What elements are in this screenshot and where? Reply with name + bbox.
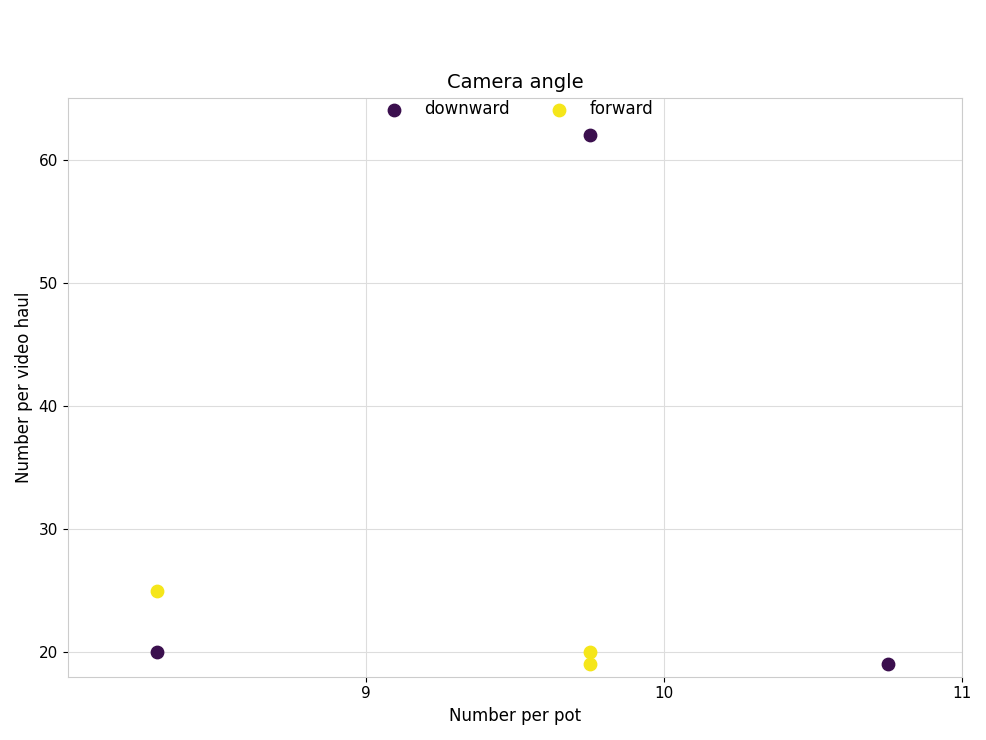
Legend: downward, forward: downward, forward [370, 66, 659, 125]
forward [581, 646, 597, 658]
forward [149, 585, 165, 596]
X-axis label: Number per pot: Number per pot [449, 707, 581, 725]
Y-axis label: Number per video haul: Number per video haul [15, 292, 33, 483]
downward [581, 130, 597, 141]
downward [149, 646, 165, 658]
downward [880, 659, 895, 670]
forward [581, 659, 597, 670]
